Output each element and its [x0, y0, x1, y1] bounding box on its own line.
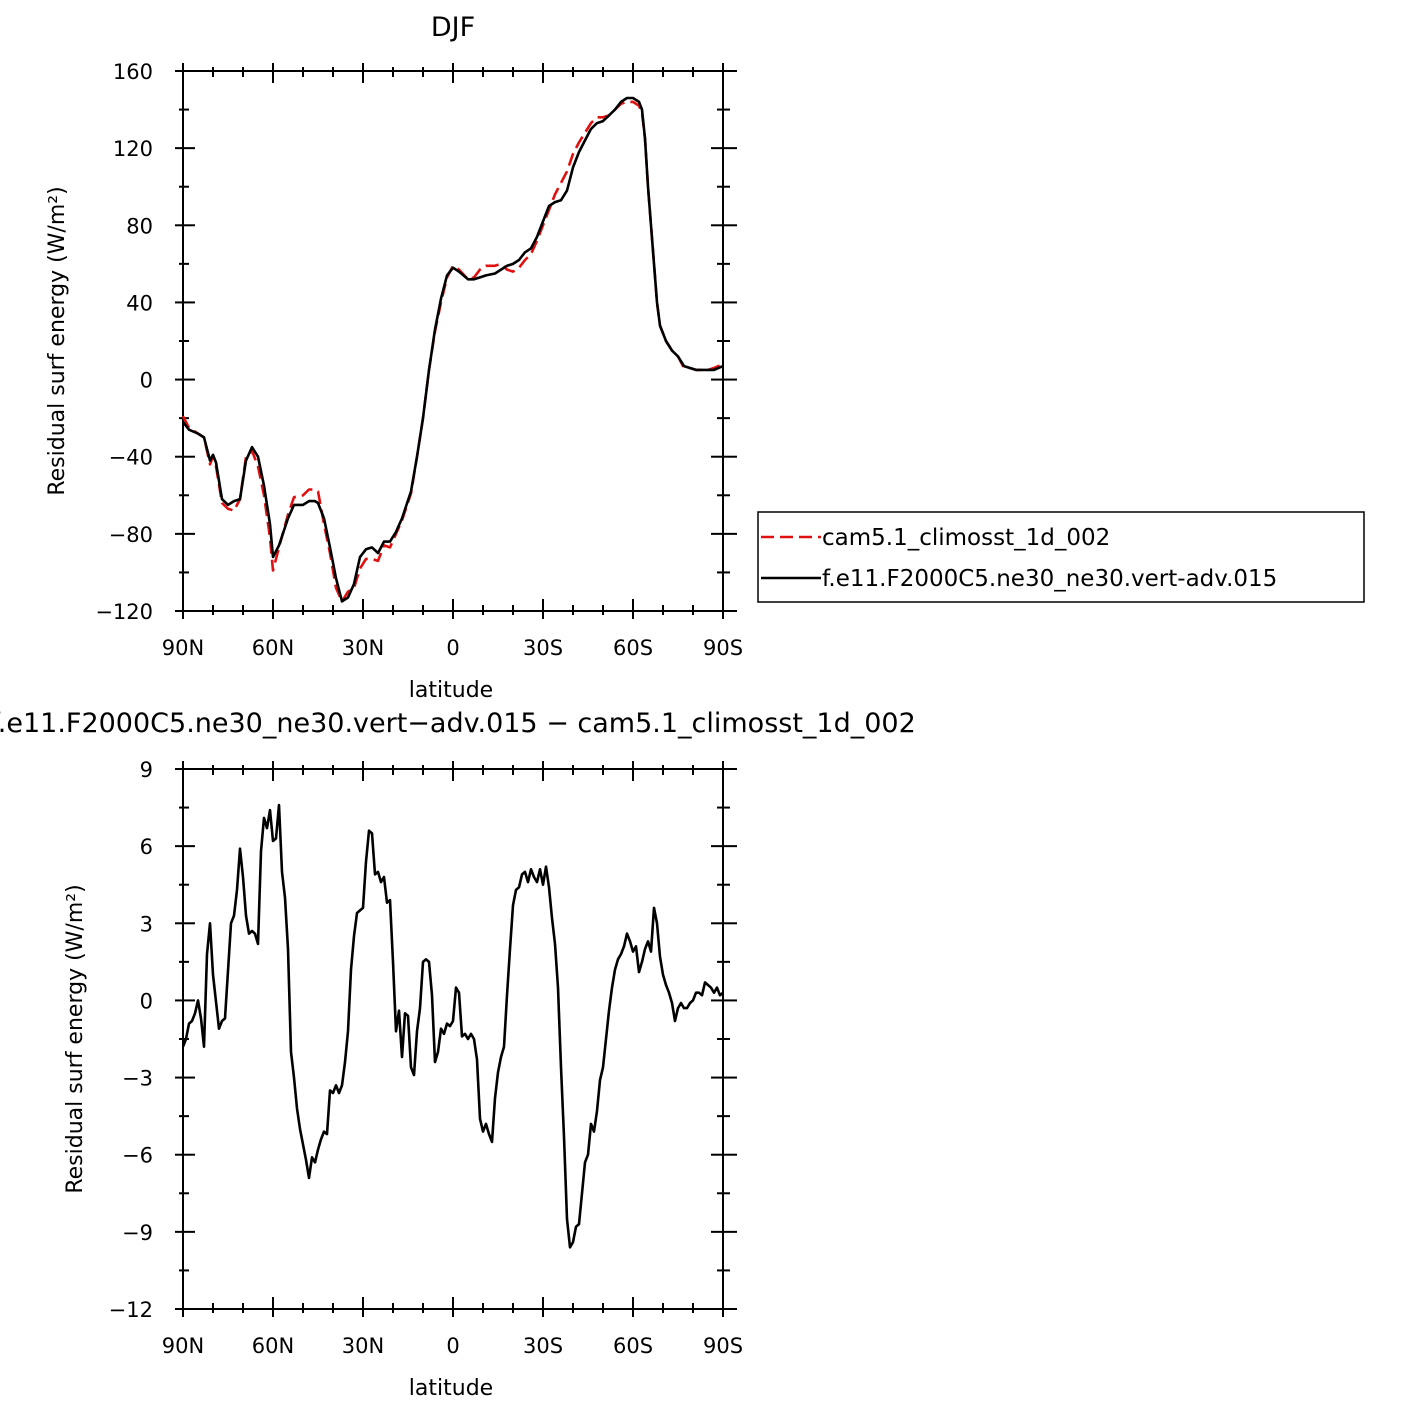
chart-legend: cam5.1_climosst_1d_002 f.e11.F2000C5.ne30… — [757, 511, 1365, 603]
x-axis-label: latitude — [409, 678, 493, 703]
y-tick-label: 3 — [140, 912, 153, 936]
legend-entry-label: cam5.1_climosst_1d_002 — [822, 525, 1110, 551]
y-tick-label: 80 — [126, 214, 153, 238]
difference-chart-panel: f.e11.F2000C5.ne30_ne30.vert−adv.015 − c… — [0, 708, 916, 1401]
y-axis-label: Residual surf energy (W/m²) — [63, 884, 88, 1193]
plot-frame — [182, 768, 724, 1310]
chart-title: f.e11.F2000C5.ne30_ne30.vert−adv.015 − c… — [0, 708, 916, 739]
y-axis-label: Residual surf energy (W/m²) — [45, 186, 70, 495]
x-tick-label: 30S — [523, 636, 563, 660]
y-tick-label: 0 — [140, 369, 153, 393]
y-tick-label: 120 — [113, 137, 153, 161]
x-tick-label: 30N — [342, 636, 384, 660]
y-tick-label: −12 — [109, 1298, 153, 1322]
y-tick-label: −40 — [109, 446, 153, 470]
x-tick-label: 30N — [342, 1334, 384, 1358]
x-tick-label: 0 — [446, 636, 459, 660]
x-tick-label: 90N — [162, 1334, 204, 1358]
x-tick-label: 90S — [703, 636, 743, 660]
legend-entry-label: f.e11.F2000C5.ne30_ne30.vert-adv.015 — [822, 566, 1277, 592]
x-tick-label: 30S — [523, 1334, 563, 1358]
series-line-cam5-1-climosst-1d-002 — [181, 100, 724, 603]
y-tick-label: 6 — [140, 835, 153, 859]
x-tick-label: 60S — [613, 1334, 653, 1358]
x-tick-label: 0 — [446, 1334, 459, 1358]
x-tick-label: 60N — [252, 1334, 294, 1358]
y-tick-label: −80 — [109, 523, 153, 547]
chart-title: DJF — [431, 12, 475, 43]
x-tick-label: 90S — [703, 1334, 743, 1358]
y-tick-label: 0 — [140, 989, 153, 1013]
series-line-f-e11-f2000c5-ne30-ne30-vert-adv-015 — [181, 96, 724, 603]
top-chart-panel: DJF 90N 60N 30N 0 30S 60S 90S −120 −80 −40 0 40 80 120… — [45, 12, 743, 703]
y-tick-label: −6 — [122, 1144, 153, 1168]
x-axis-label: latitude — [409, 1376, 493, 1401]
legend-box — [757, 511, 1365, 603]
y-tick-label: 9 — [140, 758, 153, 782]
y-tick-label: −120 — [95, 600, 153, 624]
y-tick-label: −3 — [122, 1067, 153, 1091]
y-tick-label: 160 — [113, 60, 153, 84]
plot-frame — [182, 70, 724, 612]
x-tick-label: 60N — [252, 636, 294, 660]
y-tick-label: 40 — [126, 291, 153, 315]
y-tick-label: −9 — [122, 1221, 153, 1245]
x-tick-label: 60S — [613, 636, 653, 660]
series-line-difference — [181, 803, 724, 1249]
x-tick-label: 90N — [162, 636, 204, 660]
